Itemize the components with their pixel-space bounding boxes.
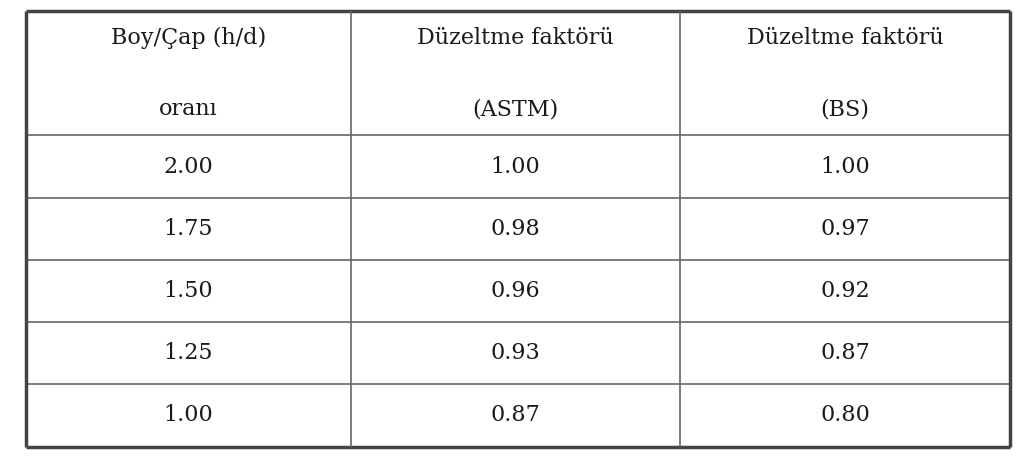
Text: 0.87: 0.87 xyxy=(821,342,870,364)
Text: 1.00: 1.00 xyxy=(164,404,213,426)
Text: 2.00: 2.00 xyxy=(164,156,213,178)
Text: 0.98: 0.98 xyxy=(491,218,541,240)
Text: 1.25: 1.25 xyxy=(164,342,213,364)
Text: Düzeltme faktörü

(BS): Düzeltme faktörü (BS) xyxy=(747,27,944,120)
Text: 1.75: 1.75 xyxy=(164,218,213,240)
Text: Boy/Çap (h/d)

oranı: Boy/Çap (h/d) oranı xyxy=(111,27,266,120)
Text: 0.92: 0.92 xyxy=(821,280,870,302)
Text: 1.50: 1.50 xyxy=(164,280,213,302)
Text: 0.93: 0.93 xyxy=(491,342,541,364)
Text: 0.87: 0.87 xyxy=(491,404,541,426)
Text: 1.00: 1.00 xyxy=(821,156,870,178)
Text: 0.97: 0.97 xyxy=(821,218,870,240)
Text: Düzeltme faktörü

(ASTM): Düzeltme faktörü (ASTM) xyxy=(418,27,614,120)
Text: 0.96: 0.96 xyxy=(491,280,541,302)
Text: 1.00: 1.00 xyxy=(491,156,541,178)
Text: 0.80: 0.80 xyxy=(821,404,870,426)
